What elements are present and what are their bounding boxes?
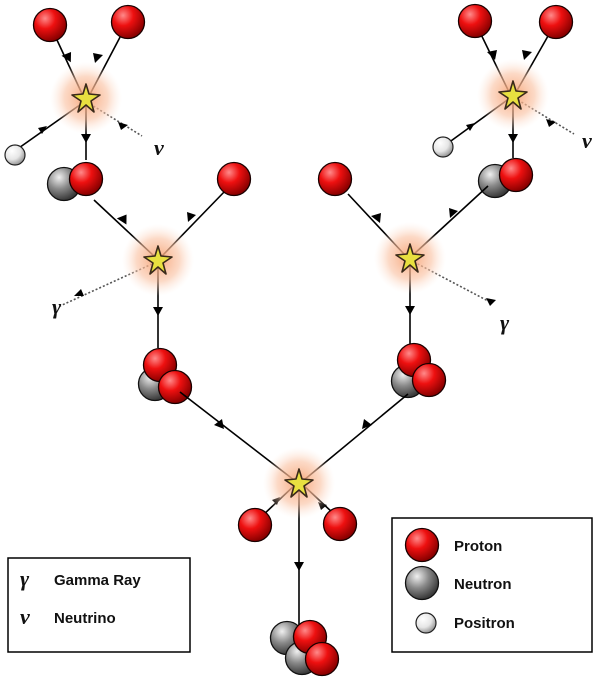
fusion-star-icon [262,446,336,520]
gamma-symbol: γ [52,294,62,319]
proton-particle [157,369,193,405]
proton-particle [498,157,534,193]
fusion-star-icon [476,58,550,132]
positron-particle [432,136,454,158]
gamma-legend-symbol: γ [20,566,30,591]
proton-particle [32,7,68,43]
positron-particle [4,144,26,166]
proton-particle [411,362,447,398]
proton-particle [237,507,273,543]
positron-label: Positron [454,615,515,632]
proton-particle [457,3,493,39]
proton-particle [538,4,574,40]
gamma-ray-label: Gamma Ray [54,572,141,589]
positron-legend-icon [415,612,437,634]
neutron-legend-icon [404,565,440,601]
proton-particle [317,161,353,197]
neutrino-label: Neutrino [54,610,116,627]
gamma-symbol: γ [500,310,510,335]
reaction-top-right: ν [432,3,592,199]
proton-particle [216,161,252,197]
proton-label: Proton [454,538,502,555]
reaction-middle-left: γ [52,161,252,405]
neutron-label: Neutron [454,576,512,593]
neutrino-symbol: ν [582,128,592,153]
reaction-bottom [179,391,409,677]
neutrino-legend-symbol: ν [20,604,30,629]
proton-particle [110,4,146,40]
proton-legend-icon [404,527,440,563]
proton-particle [304,641,340,677]
fusion-star-icon [49,61,123,135]
proton-particle [68,161,104,197]
reaction-middle-right: γ [317,161,510,399]
fusion-star-icon [121,223,195,297]
legend-particles: Proton Neutron Positron [391,517,593,653]
neutrino-symbol: ν [154,135,164,160]
legend-symbols: γ Gamma Ray ν Neutrino [7,557,191,653]
proton-particle [322,506,358,542]
reaction-top-left: ν [4,4,164,202]
fusion-star-icon [373,221,447,295]
